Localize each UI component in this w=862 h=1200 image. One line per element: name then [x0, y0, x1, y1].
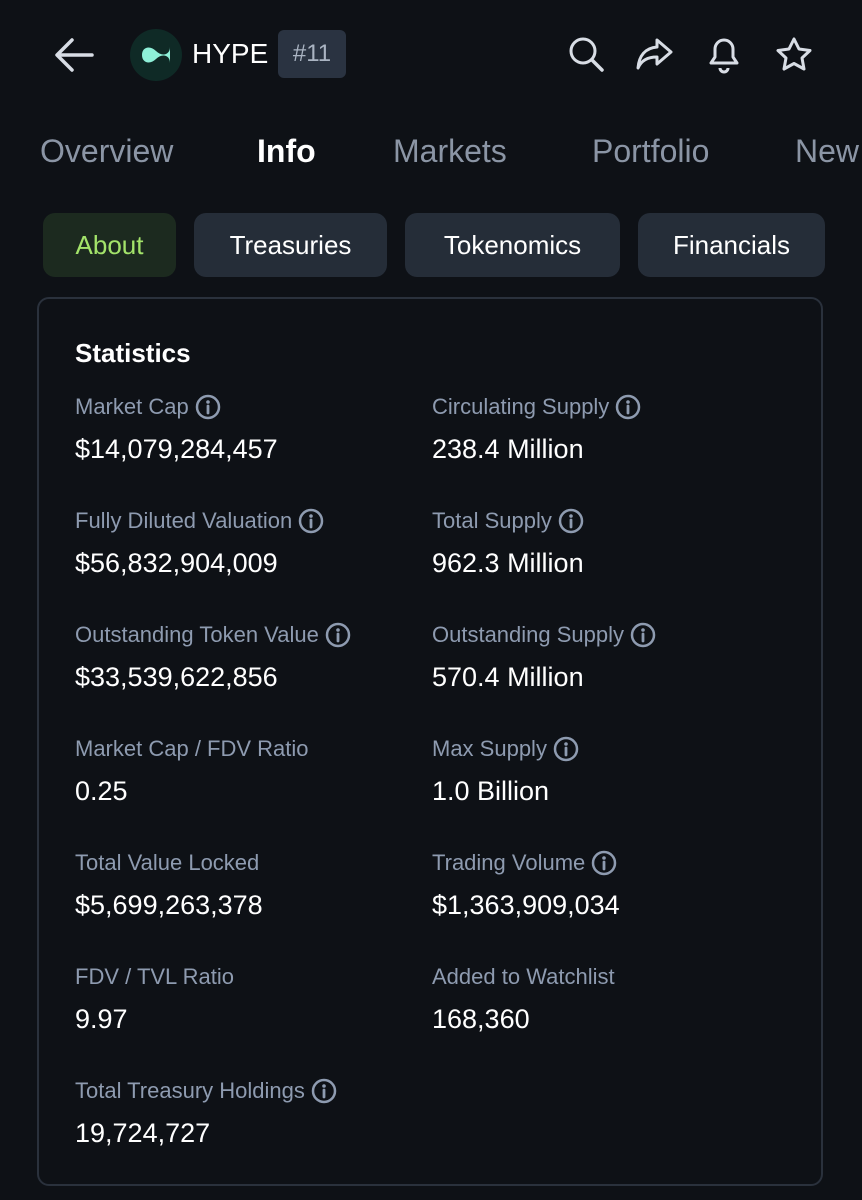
back-button[interactable]: [52, 35, 96, 75]
stat-item: Outstanding Token Value $33,539,622,856: [75, 620, 351, 693]
rank-badge: #11: [278, 30, 346, 78]
stat-item: Market Cap / FDV Ratio 0.25: [75, 734, 309, 807]
stat-value: 0.25: [75, 776, 128, 806]
subtab[interactable]: Tokenomics: [405, 213, 620, 277]
stat-item: Total Treasury Holdings 19,724,727: [75, 1076, 337, 1149]
stat-label: Max Supply: [432, 736, 547, 761]
info-icon[interactable]: [553, 736, 579, 762]
tab[interactable]: Markets: [393, 133, 507, 169]
info-icon[interactable]: [630, 622, 656, 648]
statistics-card: [37, 297, 823, 1186]
stat-item: Circulating Supply 238.4 Million: [432, 392, 641, 465]
subtab[interactable]: Financials: [638, 213, 825, 277]
info-icon[interactable]: [298, 508, 324, 534]
subtab-active[interactable]: About: [43, 213, 176, 277]
stat-item: Fully Diluted Valuation $56,832,904,009: [75, 506, 324, 579]
stat-value: $33,539,622,856: [75, 662, 278, 692]
stat-label: Total Treasury Holdings: [75, 1078, 305, 1103]
info-icon[interactable]: [325, 622, 351, 648]
stat-value: 9.97: [75, 1004, 128, 1034]
info-icon[interactable]: [195, 394, 221, 420]
info-icon[interactable]: [591, 850, 617, 876]
stat-value: $5,699,263,378: [75, 890, 263, 920]
stat-item: Added to Watchlist 168,360: [432, 962, 615, 1035]
stat-value: $1,363,909,034: [432, 890, 620, 920]
stat-label: Circulating Supply: [432, 394, 610, 419]
stat-value: $14,079,284,457: [75, 434, 278, 464]
tab[interactable]: New: [795, 133, 860, 169]
stat-value: 570.4 Million: [432, 662, 584, 692]
stat-label: Fully Diluted Valuation: [75, 508, 293, 533]
subtab[interactable]: Treasuries: [194, 213, 387, 277]
stat-label: Market Cap / FDV Ratio: [75, 736, 309, 761]
stat-item: Max Supply 1.0 Billion: [432, 734, 579, 807]
stat-item: Total Value Locked $5,699,263,378: [75, 848, 263, 921]
stat-value: 1.0 Billion: [432, 776, 550, 806]
stat-value: 238.4 Million: [432, 434, 584, 464]
stat-value: $56,832,904,009: [75, 548, 278, 578]
coin-name: HYPE: [192, 38, 269, 69]
section-title: Statistics: [75, 338, 191, 368]
stat-item: Outstanding Supply 570.4 Million: [432, 620, 656, 693]
stat-label: FDV / TVL Ratio: [75, 964, 234, 989]
stat-label: Total Value Locked: [75, 850, 260, 875]
info-icon[interactable]: [615, 394, 641, 420]
tab[interactable]: Overview: [40, 133, 174, 169]
coin-logo: [130, 29, 182, 81]
tab-active[interactable]: Info: [257, 133, 316, 169]
tab[interactable]: Portfolio: [592, 133, 710, 169]
stat-item: FDV / TVL Ratio 9.97: [75, 962, 234, 1035]
stat-label: Outstanding Token Value: [75, 622, 319, 647]
info-icon[interactable]: [558, 508, 584, 534]
info-icon[interactable]: [311, 1078, 337, 1104]
stat-value: 962.3 Million: [432, 548, 584, 578]
stat-label: Market Cap: [75, 394, 189, 419]
share-icon[interactable]: [635, 36, 675, 72]
search-icon[interactable]: [566, 34, 606, 74]
stat-label: Trading Volume: [432, 850, 586, 875]
stat-label: Total Supply: [432, 508, 552, 533]
stat-item: Trading Volume $1,363,909,034: [432, 848, 620, 921]
stat-item: Market Cap $14,079,284,457: [75, 392, 278, 465]
stat-item: Total Supply 962.3 Million: [432, 506, 584, 579]
stat-value: 19,724,727: [75, 1118, 211, 1148]
star-icon[interactable]: [774, 35, 814, 75]
bell-icon[interactable]: [705, 33, 743, 75]
stat-value: 168,360: [432, 1004, 530, 1034]
stat-label: Added to Watchlist: [432, 964, 615, 989]
stat-label: Outstanding Supply: [432, 622, 625, 647]
